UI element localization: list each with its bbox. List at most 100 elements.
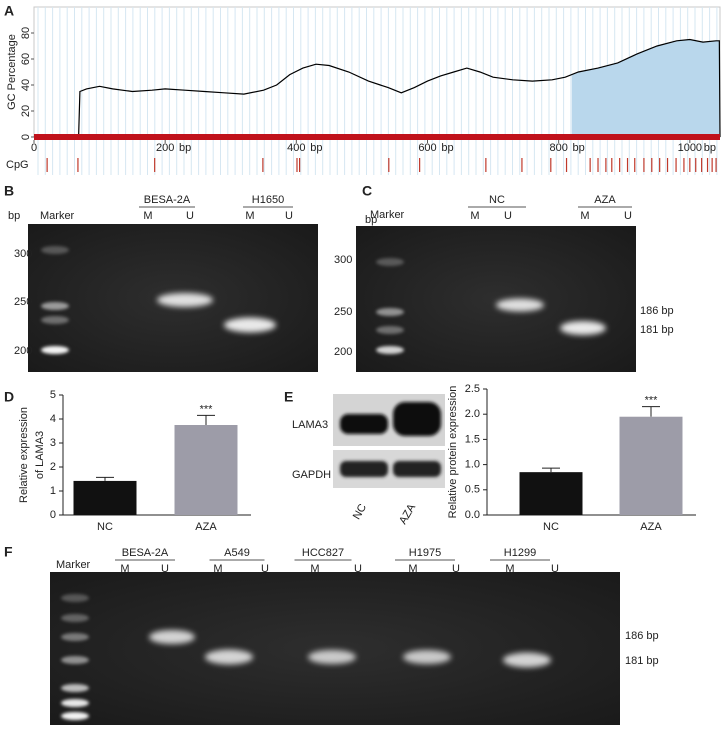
- x-tick-label: 1000: [678, 142, 702, 154]
- x-unit-label: bp: [704, 142, 716, 154]
- band: [403, 650, 451, 664]
- significance: ***: [200, 403, 214, 415]
- gel: [50, 572, 620, 725]
- y-tick-label: 20: [20, 105, 32, 117]
- lane-label: U: [161, 563, 169, 575]
- y-tick-label: 60: [20, 53, 32, 65]
- cpg-label: CpG: [6, 159, 29, 171]
- bar: [619, 416, 683, 515]
- lane-label: M: [310, 563, 319, 575]
- y-tick-label: 4: [50, 413, 56, 425]
- ladder-band: [61, 633, 89, 641]
- y-tick-label: 0: [20, 134, 32, 140]
- y-tick-label: 1.5: [465, 433, 480, 445]
- size-label: 300: [14, 248, 32, 260]
- group-label: BESA-2A: [144, 194, 191, 206]
- x-tick-label: 600: [418, 142, 436, 154]
- size-label: 250: [334, 306, 352, 318]
- group-label: BESA-2A: [122, 547, 169, 559]
- size-label: 300: [334, 254, 352, 266]
- size-label: 200: [334, 346, 352, 358]
- x-unit-label: bp: [179, 142, 191, 154]
- band: [308, 650, 356, 664]
- y-tick-label: 1.0: [465, 459, 480, 471]
- y-tick-label: 2.0: [465, 408, 480, 420]
- ladder-band: [61, 656, 89, 664]
- group-label: H1650: [252, 194, 284, 206]
- y-tick-label: 2: [50, 461, 56, 473]
- band-label: 186 bp: [640, 305, 674, 317]
- lane-label: M: [213, 563, 222, 575]
- panel-letter: E: [284, 389, 293, 405]
- lane-label: M: [505, 563, 514, 575]
- y-tick-label: 0: [50, 509, 56, 521]
- blot-band: [340, 461, 388, 477]
- lane-label: U: [624, 210, 632, 222]
- band: [205, 649, 253, 665]
- blot-band: [393, 461, 441, 477]
- marker-label: Marker: [56, 559, 91, 571]
- lane-label: M: [245, 210, 254, 222]
- x-unit-label: bp: [310, 142, 322, 154]
- y-tick-label: 80: [20, 27, 32, 39]
- ladder-band: [376, 258, 404, 266]
- x-tick-label: 0: [31, 142, 37, 154]
- lane-label: U: [504, 210, 512, 222]
- lane-label: U: [186, 210, 194, 222]
- bar: [73, 480, 137, 515]
- ladder-band: [41, 316, 69, 324]
- ladder-band: [41, 246, 69, 254]
- group-label: HCC827: [302, 547, 344, 559]
- group-label: NC: [489, 194, 505, 206]
- ladder-band: [61, 699, 89, 707]
- band: [560, 321, 606, 335]
- group-label: H1975: [409, 547, 441, 559]
- size-label: 200: [14, 345, 32, 357]
- x-tick-label: NC: [543, 521, 559, 533]
- band: [496, 298, 544, 312]
- panel-letter: A: [4, 3, 14, 19]
- y-axis-label: of LAMA3: [34, 431, 46, 479]
- unit-label: bp: [365, 214, 377, 226]
- y-tick-label: 1: [50, 485, 56, 497]
- x-unit-label: bp: [573, 142, 585, 154]
- group-label: A549: [224, 547, 250, 559]
- lane-label: M: [120, 563, 129, 575]
- band: [149, 630, 195, 644]
- y-tick-label: 3: [50, 437, 56, 449]
- marker-label: Marker: [370, 209, 405, 221]
- panel-letter: F: [4, 544, 13, 560]
- band-label: 181 bp: [625, 655, 659, 667]
- y-tick-label: 5: [50, 389, 56, 401]
- gel: [356, 226, 636, 372]
- x-unit-label: bp: [441, 142, 453, 154]
- significance: ***: [645, 395, 659, 407]
- marker-label: Marker: [40, 210, 75, 222]
- panel-letter: D: [4, 389, 14, 405]
- band: [157, 293, 213, 307]
- size-label: 250: [14, 296, 32, 308]
- ladder-band: [61, 614, 89, 622]
- lane-label: M: [470, 210, 479, 222]
- x-axis-bar: [34, 134, 720, 140]
- lane-label: U: [551, 563, 559, 575]
- ladder-band: [61, 712, 89, 720]
- bar: [519, 472, 583, 515]
- band: [503, 652, 551, 668]
- band: [224, 317, 276, 333]
- group-label: H1299: [504, 547, 536, 559]
- x-tick-label: NC: [97, 521, 113, 533]
- blot-band: [393, 402, 441, 436]
- panel-letter: C: [362, 183, 372, 199]
- band-label: 181 bp: [640, 324, 674, 336]
- y-tick-label: 0.5: [465, 484, 480, 496]
- lane-label: U: [452, 563, 460, 575]
- y-axis-label: Relative protein expression: [447, 386, 459, 519]
- y-axis-label: GC Percentage: [6, 34, 18, 110]
- ladder-band: [41, 302, 69, 310]
- lane-label: U: [261, 563, 269, 575]
- ladder-band: [61, 594, 89, 602]
- gc-line: [34, 38, 721, 138]
- bar: [174, 425, 238, 515]
